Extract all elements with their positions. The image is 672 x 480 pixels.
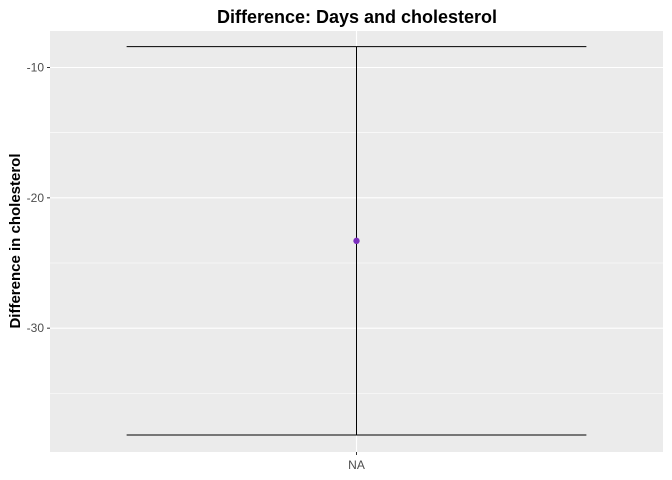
y-axis-title: Difference in cholesterol	[7, 153, 24, 328]
y-tick-label: -10	[27, 60, 45, 74]
data-marks	[126, 46, 587, 436]
y-tick-label: -30	[27, 321, 45, 335]
axes: -10 -20 -30 NA	[27, 60, 365, 472]
y-tick-label: -20	[27, 191, 45, 205]
data-point	[353, 237, 360, 245]
x-tick-label: NA	[348, 458, 365, 472]
chart-title: Difference: Days and cholesterol	[217, 7, 497, 27]
